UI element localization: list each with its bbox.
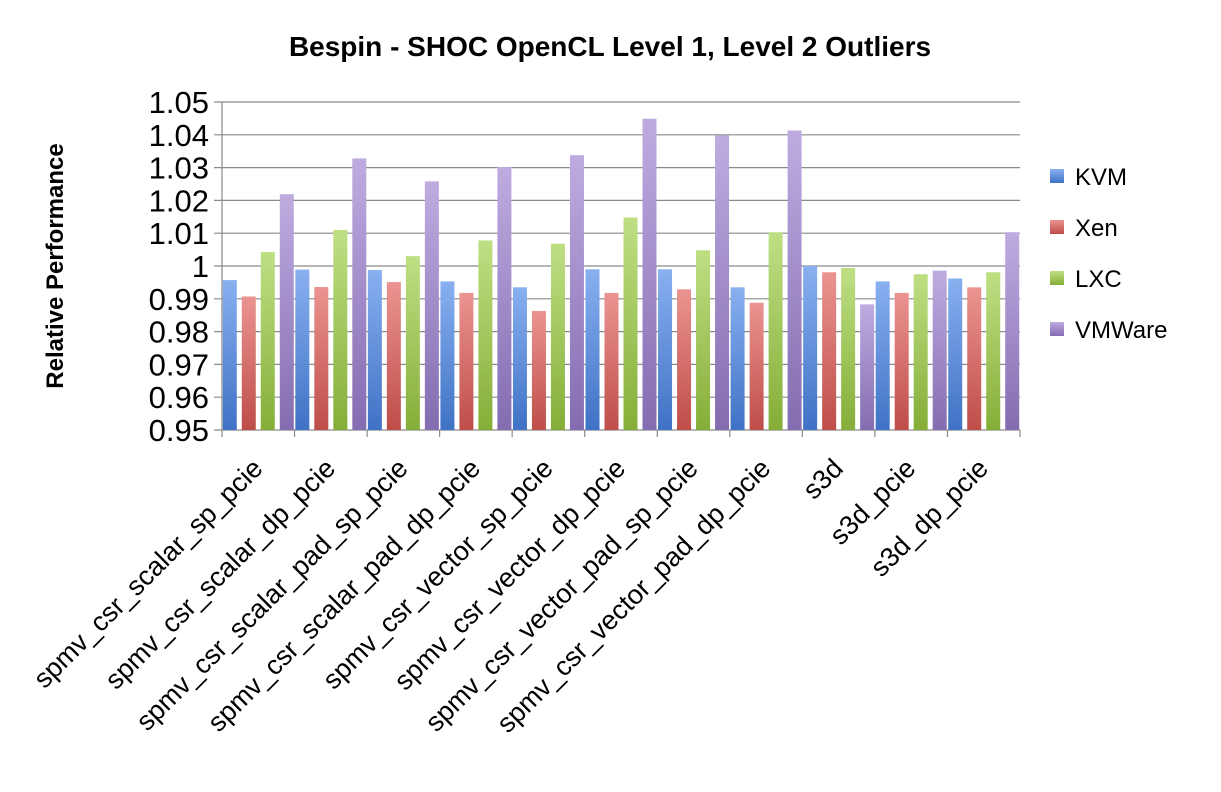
bar-vmware <box>932 270 947 430</box>
bar-kvm <box>803 266 818 430</box>
chart-title: Bespin - SHOC OpenCL Level 1, Level 2 Ou… <box>289 31 931 62</box>
y-tick-label: 0.97 <box>149 347 209 382</box>
bar-xen <box>314 286 329 430</box>
legend-swatch <box>1050 271 1064 285</box>
bar-lxc <box>478 240 493 430</box>
bar-lxc <box>333 229 348 430</box>
bars <box>222 118 1020 431</box>
bar-xen <box>749 302 764 430</box>
bar-kvm <box>585 269 600 430</box>
bar-lxc <box>768 232 783 430</box>
bar-xen <box>894 292 909 430</box>
bar-kvm <box>367 269 382 430</box>
bar-kvm <box>948 278 963 430</box>
bar-kvm <box>658 269 673 430</box>
bar-vmware <box>279 194 294 430</box>
bar-lxc <box>841 267 856 430</box>
bar-xen <box>822 272 837 430</box>
bar-kvm <box>875 281 890 430</box>
bar-vmware <box>642 118 657 430</box>
bar-xen <box>967 287 982 430</box>
bar-vmware <box>787 130 802 430</box>
x-axis <box>221 102 1021 437</box>
legend-label: KVM <box>1075 164 1127 191</box>
y-tick-label: 0.95 <box>149 413 209 448</box>
y-tick-label: 1.05 <box>149 85 209 120</box>
bar-lxc <box>623 217 638 430</box>
legend-swatch <box>1050 220 1064 234</box>
bar-xen <box>604 292 619 430</box>
bar-kvm <box>222 280 237 430</box>
bar-vmware <box>424 181 439 430</box>
bar-kvm <box>512 287 527 430</box>
legend: KVM Xen LXC VMWare <box>1050 164 1167 344</box>
bar-xen <box>531 310 546 430</box>
legend-label: Xen <box>1075 215 1118 242</box>
x-tick-label: s3d <box>797 453 849 505</box>
bar-kvm <box>730 287 745 430</box>
y-axis-label: Relative Performance <box>42 143 69 388</box>
bar-vmware <box>497 166 512 430</box>
legend-swatch <box>1050 169 1064 183</box>
y-axis-ticks: 1.051.041.031.021.0110.990.980.970.960.9… <box>149 85 209 448</box>
y-tick-label: 1 <box>192 249 209 284</box>
bar-lxc <box>913 274 928 430</box>
bar-xen <box>241 296 256 430</box>
bar-xen <box>677 289 692 430</box>
bar-xen <box>386 282 401 430</box>
x-tick-label: spmv_csr_scalar_pad_sp_pcie <box>130 453 413 736</box>
bar-xen <box>459 292 474 430</box>
bar-vmware <box>1005 232 1020 430</box>
y-tick-label: 0.99 <box>149 282 209 317</box>
bar-kvm <box>295 269 310 430</box>
y-tick-label: 1.01 <box>149 216 209 251</box>
bar-vmware <box>569 155 584 431</box>
bar-lxc <box>260 251 275 430</box>
y-tick-label: 0.96 <box>149 380 209 415</box>
bar-lxc <box>550 243 565 430</box>
legend-label: LXC <box>1075 266 1122 293</box>
bar-vmware <box>715 135 730 430</box>
bar-lxc <box>696 250 711 430</box>
bar-vmware <box>860 304 875 430</box>
bar-vmware <box>352 158 367 430</box>
bar-lxc <box>986 272 1001 430</box>
legend-label: VMWare <box>1075 317 1167 344</box>
bar-kvm <box>440 281 455 430</box>
legend-swatch <box>1050 322 1064 336</box>
y-tick-label: 1.03 <box>149 151 209 186</box>
bar-lxc <box>405 256 420 430</box>
x-axis-tick-labels: spmv_csr_scalar_sp_pciespmv_csr_scalar_d… <box>28 453 994 738</box>
y-tick-label: 1.04 <box>149 118 209 153</box>
y-tick-label: 1.02 <box>149 183 209 218</box>
y-tick-label: 0.98 <box>149 315 209 350</box>
